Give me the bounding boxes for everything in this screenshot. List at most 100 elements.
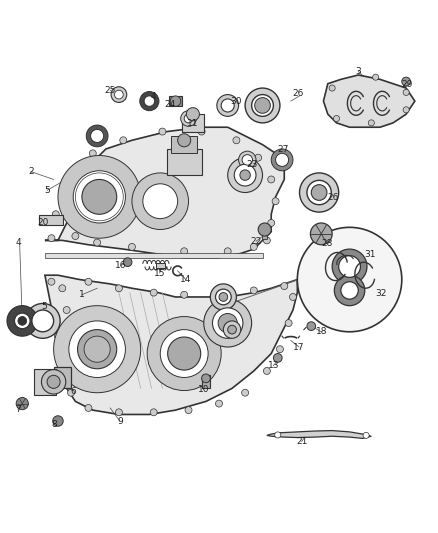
Circle shape — [123, 258, 132, 266]
Circle shape — [140, 92, 159, 111]
Text: 31: 31 — [365, 251, 376, 259]
Circle shape — [403, 107, 409, 113]
Text: 3: 3 — [355, 67, 361, 76]
Circle shape — [16, 398, 28, 410]
Text: 26: 26 — [293, 89, 304, 98]
Text: 2: 2 — [28, 167, 34, 176]
Text: 13: 13 — [268, 361, 279, 370]
Circle shape — [78, 329, 117, 369]
Circle shape — [72, 232, 79, 239]
Bar — [170, 96, 182, 106]
Circle shape — [276, 154, 289, 166]
Circle shape — [54, 333, 61, 340]
Text: 5: 5 — [44, 186, 50, 195]
Circle shape — [94, 239, 101, 246]
Circle shape — [272, 198, 279, 205]
Circle shape — [185, 407, 192, 414]
Text: 20: 20 — [38, 217, 49, 227]
Text: 29: 29 — [401, 80, 413, 89]
Circle shape — [116, 285, 122, 292]
Circle shape — [332, 249, 367, 284]
Text: 25: 25 — [105, 86, 116, 95]
Circle shape — [204, 299, 252, 347]
Circle shape — [150, 289, 157, 296]
Circle shape — [48, 235, 55, 241]
Circle shape — [228, 158, 262, 192]
Circle shape — [212, 308, 243, 338]
Circle shape — [181, 248, 187, 255]
Text: 16: 16 — [115, 261, 127, 270]
Text: 23: 23 — [246, 160, 258, 169]
Circle shape — [276, 346, 283, 353]
Bar — [39, 215, 64, 225]
Circle shape — [300, 173, 339, 212]
Circle shape — [368, 120, 374, 126]
Circle shape — [86, 125, 108, 147]
Circle shape — [252, 94, 273, 116]
Circle shape — [85, 405, 92, 411]
Circle shape — [251, 287, 257, 294]
Circle shape — [47, 375, 60, 389]
Circle shape — [307, 322, 316, 330]
Circle shape — [307, 180, 331, 205]
Polygon shape — [45, 275, 297, 415]
Circle shape — [263, 237, 270, 244]
Circle shape — [373, 74, 379, 80]
Circle shape — [115, 90, 123, 99]
Circle shape — [239, 151, 256, 168]
Circle shape — [150, 409, 157, 416]
Circle shape — [53, 305, 141, 393]
Circle shape — [59, 285, 66, 292]
Circle shape — [210, 284, 237, 310]
Circle shape — [217, 94, 239, 116]
Text: 24: 24 — [165, 100, 176, 109]
Circle shape — [254, 154, 261, 161]
Circle shape — [268, 220, 275, 227]
Circle shape — [111, 87, 127, 102]
Circle shape — [234, 164, 256, 186]
Text: 14: 14 — [180, 275, 191, 284]
Circle shape — [219, 293, 228, 301]
Text: 5: 5 — [41, 302, 47, 311]
Circle shape — [178, 134, 191, 147]
Circle shape — [63, 306, 70, 313]
Circle shape — [18, 317, 27, 325]
Circle shape — [25, 303, 60, 338]
Circle shape — [120, 137, 127, 144]
Circle shape — [143, 184, 178, 219]
Circle shape — [181, 111, 196, 126]
Circle shape — [242, 389, 249, 396]
Circle shape — [215, 292, 223, 298]
Circle shape — [339, 256, 360, 277]
Bar — [171, 136, 197, 154]
Circle shape — [67, 389, 74, 396]
Circle shape — [363, 432, 369, 439]
Circle shape — [402, 77, 410, 86]
Circle shape — [290, 294, 297, 301]
Circle shape — [160, 329, 208, 377]
Circle shape — [258, 223, 271, 236]
Circle shape — [59, 359, 66, 366]
Text: 7: 7 — [15, 405, 21, 414]
Text: 1: 1 — [79, 290, 85, 300]
Text: 4: 4 — [151, 92, 156, 101]
Circle shape — [333, 116, 339, 122]
Circle shape — [181, 292, 187, 298]
Circle shape — [82, 180, 117, 214]
Circle shape — [201, 374, 210, 383]
Circle shape — [268, 176, 275, 183]
Text: 28: 28 — [321, 239, 332, 248]
Polygon shape — [267, 431, 371, 439]
Circle shape — [329, 85, 335, 91]
Circle shape — [7, 305, 38, 336]
Circle shape — [128, 244, 135, 251]
Circle shape — [132, 173, 188, 230]
Bar — [262, 231, 267, 239]
Bar — [53, 367, 71, 389]
Text: 22: 22 — [251, 237, 261, 246]
Text: 18: 18 — [315, 327, 327, 336]
Circle shape — [14, 313, 30, 329]
Circle shape — [73, 171, 125, 223]
Circle shape — [334, 275, 365, 305]
Circle shape — [221, 99, 234, 112]
